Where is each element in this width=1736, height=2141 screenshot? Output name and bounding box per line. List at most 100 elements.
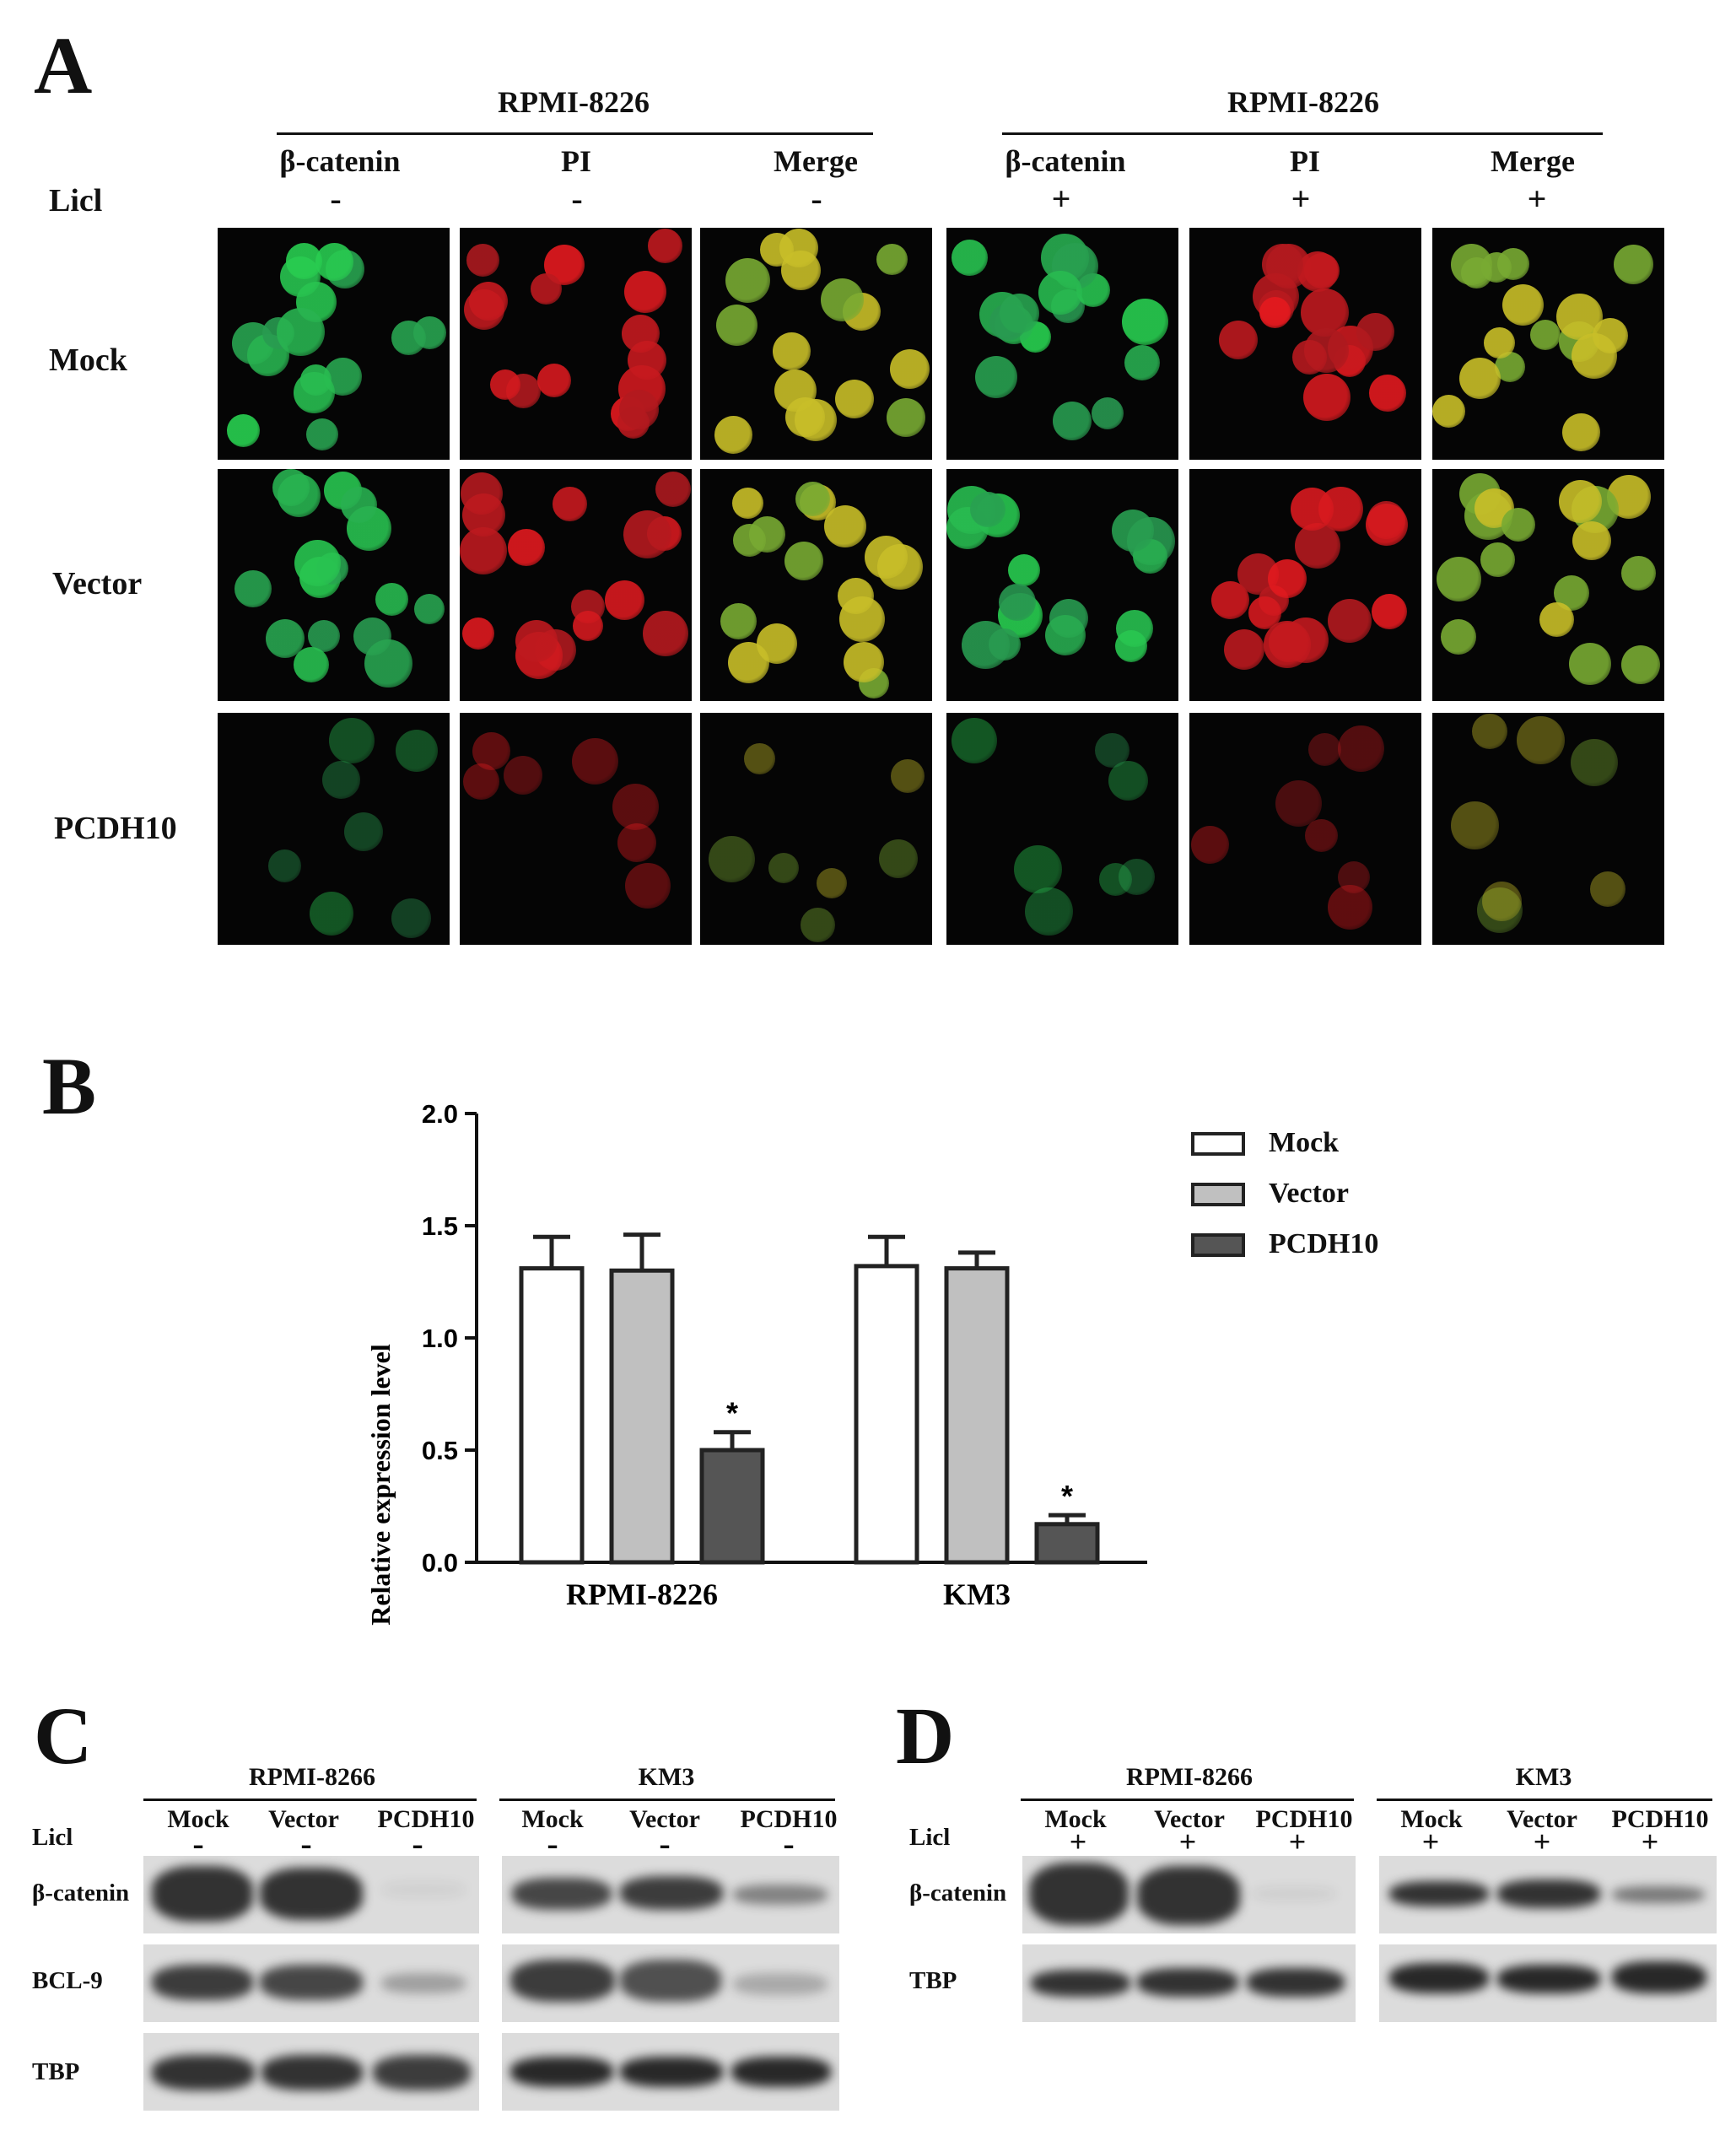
cell <box>462 617 494 650</box>
band <box>1497 1965 1600 1993</box>
cell <box>268 849 301 882</box>
cell <box>1484 327 1515 359</box>
cell <box>1459 358 1501 399</box>
cell <box>725 258 770 303</box>
panel-c-left-title: RPMI-8266 <box>249 1763 375 1791</box>
micrograph-pcdh10-pi-plus <box>1189 713 1421 945</box>
panel-c-lane-pcdh10-left: PCDH10 <box>377 1805 475 1833</box>
band <box>620 1876 723 1910</box>
licl-sign-5: + <box>1291 180 1311 218</box>
cell <box>720 603 757 639</box>
licl-sign-4: + <box>1051 180 1071 218</box>
cell <box>844 642 884 682</box>
cell <box>1338 725 1384 772</box>
band <box>733 1973 828 1995</box>
col-header-3: Merge <box>774 144 858 178</box>
panel-c-row-beta-catenin: β-catenin <box>32 1879 130 1906</box>
band <box>620 2057 723 2087</box>
cell <box>469 282 508 321</box>
y-tick-label: 2.0 <box>422 1099 458 1129</box>
cell <box>1297 251 1338 292</box>
cell <box>655 472 691 507</box>
bar-mock-km3 <box>854 1264 919 1565</box>
cell <box>876 244 908 275</box>
micrograph-mock-merge-plus <box>1432 228 1664 460</box>
cell <box>1559 480 1602 523</box>
band <box>1029 1863 1129 1925</box>
band <box>152 2055 255 2090</box>
cell <box>1259 297 1291 328</box>
micrograph-mock-bcatenin-minus <box>218 228 450 460</box>
cell <box>1045 615 1086 655</box>
micrograph-pcdh10-bcatenin-plus <box>946 713 1178 945</box>
cell <box>1008 554 1040 586</box>
cell <box>1369 375 1406 412</box>
cell <box>1112 510 1154 552</box>
cell <box>286 243 322 279</box>
panel-d-left-title: RPMI-8266 <box>1126 1763 1253 1791</box>
band <box>512 1878 612 1910</box>
band <box>1612 1961 1706 1993</box>
panel-c-sign-2: - <box>300 1825 312 1863</box>
cell <box>1501 508 1535 542</box>
cell <box>821 278 864 321</box>
bar-pcdh10-km3 <box>1034 1522 1100 1565</box>
cell <box>322 761 360 799</box>
cell <box>1461 257 1492 289</box>
band <box>731 2057 831 2087</box>
blot-d-left-tbp <box>1022 1944 1356 2022</box>
cell <box>1219 321 1258 359</box>
panel-d-sign-5: + <box>1533 1825 1551 1858</box>
legend-label-mock: Mock <box>1269 1127 1340 1158</box>
panel-c-lane-mock-right: Mock <box>521 1805 584 1833</box>
col-header-1: β-catenin <box>279 144 401 178</box>
micrograph-mock-pi-minus <box>460 228 692 460</box>
cell <box>617 823 656 862</box>
blot-c-left-tbp <box>143 2033 479 2111</box>
cell <box>970 492 1005 527</box>
cell <box>1095 733 1129 768</box>
x-category-km3: KM3 <box>943 1577 1011 1611</box>
bar-mock-rpmi-8226 <box>519 1266 585 1565</box>
cell <box>1451 801 1499 849</box>
cell <box>364 639 412 688</box>
panel-c-sign-3: - <box>412 1825 423 1863</box>
panel-d-sign-4: + <box>1421 1825 1440 1858</box>
cell <box>1115 630 1147 662</box>
cell <box>460 527 507 574</box>
micrograph-mock-pi-plus <box>1189 228 1421 460</box>
band <box>260 1868 363 1920</box>
cell <box>294 647 329 682</box>
cell <box>1621 645 1660 684</box>
cell <box>773 332 811 370</box>
blot-c-right-tbp <box>502 2033 839 2111</box>
panel-c-left-rule <box>143 1799 477 1801</box>
panel-d-row-tbp: TBP <box>909 1967 957 1994</box>
blot-c-right-beta-catenin <box>502 1856 839 1933</box>
col-header-4: β-catenin <box>1005 144 1126 178</box>
y-tick-label: 0.5 <box>422 1436 458 1465</box>
cell <box>625 863 671 909</box>
cell <box>1295 523 1340 569</box>
cell <box>1497 248 1529 280</box>
cell <box>1108 761 1148 801</box>
cell <box>1571 739 1618 786</box>
cell <box>572 738 618 785</box>
cell <box>344 812 383 851</box>
panel-c-row-tbp: TBP <box>32 2058 80 2085</box>
cell <box>1530 320 1561 350</box>
cell <box>839 596 885 642</box>
panel-c-sign-6: - <box>783 1825 795 1863</box>
cell <box>952 718 997 763</box>
panel-d-right-rule <box>1377 1799 1712 1801</box>
cell <box>817 868 847 898</box>
cell <box>890 349 930 389</box>
band <box>152 1965 253 2000</box>
cell <box>294 540 341 586</box>
cell <box>414 594 445 624</box>
band <box>373 2055 471 2090</box>
y-tick-label: 1.0 <box>422 1324 458 1353</box>
cell <box>1502 284 1544 326</box>
bar-chart: Relative expression level * * RPMI-8226 … <box>365 1099 1147 1626</box>
y-axis-label: Relative expression level <box>365 1344 396 1626</box>
